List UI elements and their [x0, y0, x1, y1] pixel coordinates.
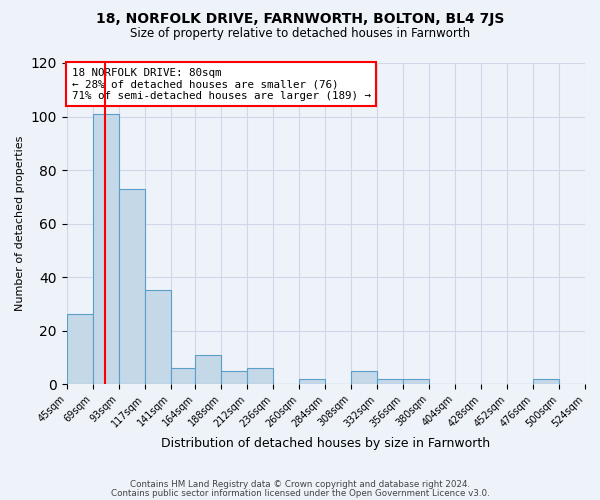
Text: 18 NORFOLK DRIVE: 80sqm
← 28% of detached houses are smaller (76)
71% of semi-de: 18 NORFOLK DRIVE: 80sqm ← 28% of detache…	[72, 68, 371, 101]
Bar	[145, 290, 170, 384]
X-axis label: Distribution of detached houses by size in Farnworth: Distribution of detached houses by size …	[161, 437, 490, 450]
Bar	[221, 370, 247, 384]
Bar	[351, 370, 377, 384]
Bar	[67, 314, 92, 384]
Bar	[533, 378, 559, 384]
Text: Contains HM Land Registry data © Crown copyright and database right 2024.: Contains HM Land Registry data © Crown c…	[130, 480, 470, 489]
Bar	[196, 354, 221, 384]
Bar	[92, 114, 119, 384]
Bar	[299, 378, 325, 384]
Text: Contains public sector information licensed under the Open Government Licence v3: Contains public sector information licen…	[110, 489, 490, 498]
Text: Size of property relative to detached houses in Farnworth: Size of property relative to detached ho…	[130, 28, 470, 40]
Bar	[377, 378, 403, 384]
Bar	[247, 368, 274, 384]
Text: 18, NORFOLK DRIVE, FARNWORTH, BOLTON, BL4 7JS: 18, NORFOLK DRIVE, FARNWORTH, BOLTON, BL…	[96, 12, 504, 26]
Bar	[119, 188, 145, 384]
Y-axis label: Number of detached properties: Number of detached properties	[15, 136, 25, 311]
Bar	[403, 378, 429, 384]
Bar	[170, 368, 196, 384]
